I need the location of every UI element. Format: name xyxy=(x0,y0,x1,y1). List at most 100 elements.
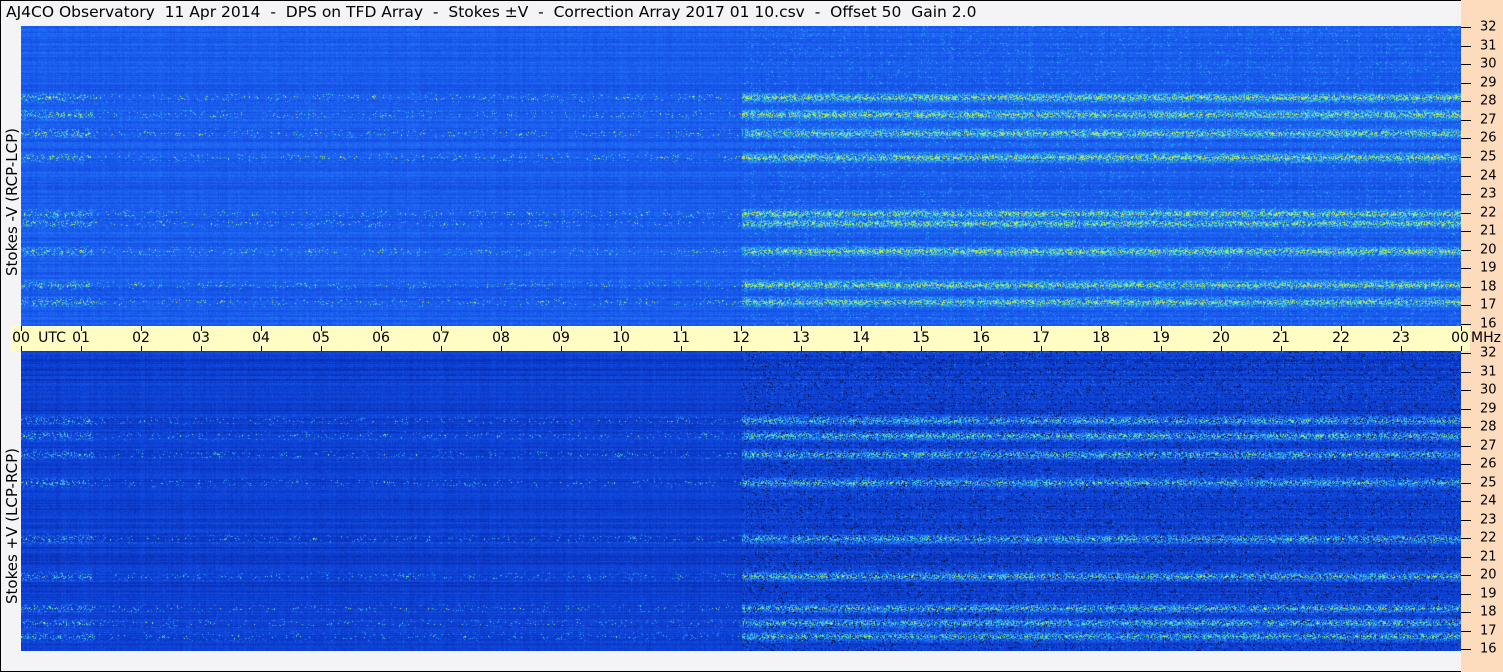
freq-tick-label: 25 xyxy=(1480,475,1497,490)
time-tick xyxy=(1281,346,1282,351)
chart-title: AJ4CO Observatory 11 Apr 2014 - DPS on T… xyxy=(6,3,977,21)
time-axis-band xyxy=(11,326,1470,351)
spectrogram-stokes-plus-v xyxy=(21,351,1461,651)
time-tick-label: 03 xyxy=(192,330,210,346)
freq-tick xyxy=(1461,593,1471,595)
time-tick xyxy=(741,346,742,351)
time-tick xyxy=(381,346,382,351)
time-tick xyxy=(441,326,442,331)
freq-tick-label: 26 xyxy=(1480,130,1497,146)
time-tick xyxy=(501,326,502,331)
time-tick xyxy=(981,346,982,351)
freq-tick xyxy=(1461,45,1471,47)
time-tick xyxy=(501,346,502,351)
time-tick xyxy=(201,346,202,351)
freq-tick xyxy=(1461,538,1471,539)
spectrogram-canvas-bottom xyxy=(21,351,1461,651)
freq-tick-label: 19 xyxy=(1480,260,1497,276)
freq-tick-label: 16 xyxy=(1480,316,1497,332)
time-tick xyxy=(681,346,682,351)
time-tick-label: 09 xyxy=(552,330,570,346)
time-tick xyxy=(1221,326,1222,331)
time-tick xyxy=(1401,326,1402,331)
freq-tick-label: 18 xyxy=(1480,604,1497,620)
time-tick xyxy=(261,346,262,351)
time-tick xyxy=(81,346,82,351)
time-tick xyxy=(621,346,622,351)
time-tick-label: 23 xyxy=(1392,330,1410,346)
time-tick-label: 12 xyxy=(732,330,750,346)
time-tick-label: 13 xyxy=(792,330,810,346)
freq-tick xyxy=(1461,138,1471,140)
freq-tick-label: 18 xyxy=(1480,279,1497,295)
time-tick-label: 07 xyxy=(432,330,450,346)
freq-tick xyxy=(1461,286,1471,288)
freq-tick xyxy=(1461,427,1471,428)
freq-tick-label: 20 xyxy=(1480,242,1497,258)
spectrogram-stokes-minus-v xyxy=(21,26,1461,326)
freq-tick-label: 28 xyxy=(1480,419,1497,435)
freq-tick xyxy=(1461,82,1471,84)
freq-tick-label: 27 xyxy=(1480,438,1497,453)
time-tick xyxy=(1281,326,1282,331)
freq-tick-label: 32 xyxy=(1480,19,1497,35)
time-tick-label: 15 xyxy=(912,330,930,346)
time-tick xyxy=(441,346,442,351)
freq-tick xyxy=(1461,408,1471,410)
time-tick xyxy=(321,326,322,331)
time-tick xyxy=(1161,326,1162,331)
y-axis-label-bottom: Stokes +V (LCP-RCP) xyxy=(3,448,21,604)
freq-tick-label: 29 xyxy=(1480,75,1497,91)
time-tick xyxy=(741,326,742,331)
time-tick xyxy=(1401,346,1402,351)
time-tick-label: 18 xyxy=(1092,330,1110,346)
time-tick xyxy=(1041,346,1042,351)
freq-tick-label: 24 xyxy=(1480,168,1497,183)
freq-tick xyxy=(1461,119,1471,121)
time-tick-label: 05 xyxy=(312,330,330,346)
time-tick-label: 17 xyxy=(1032,330,1050,346)
freq-tick xyxy=(1461,445,1471,447)
freq-tick-label: 23 xyxy=(1480,512,1497,527)
freq-tick-label: 22 xyxy=(1480,205,1497,221)
freq-tick xyxy=(1461,371,1471,373)
freq-tick-label: 16 xyxy=(1480,641,1497,657)
freq-tick xyxy=(1461,101,1471,103)
freq-tick xyxy=(1461,612,1471,613)
freq-tick xyxy=(1461,231,1471,233)
time-tick-label: 04 xyxy=(252,330,270,346)
freq-tick-label: 30 xyxy=(1480,56,1497,72)
freq-tick xyxy=(1461,175,1471,177)
time-tick xyxy=(21,326,22,331)
time-tick xyxy=(861,326,862,331)
freq-tick-label: 20 xyxy=(1480,567,1497,583)
freq-tick-label: 21 xyxy=(1480,549,1497,564)
freq-tick xyxy=(1461,519,1471,521)
time-tick xyxy=(141,346,142,351)
freq-tick xyxy=(1461,212,1471,214)
freq-tick-label: 31 xyxy=(1480,364,1497,379)
freq-unit-label: MHz xyxy=(1471,330,1501,346)
time-tick xyxy=(1041,326,1042,331)
time-tick-label: 11 xyxy=(672,330,690,346)
time-tick xyxy=(921,346,922,351)
freq-tick-label: 32 xyxy=(1480,345,1497,361)
time-tick-label: 20 xyxy=(1212,330,1230,346)
freq-tick xyxy=(1461,156,1471,158)
time-tick xyxy=(81,326,82,331)
freq-tick-label: 26 xyxy=(1480,456,1497,472)
time-tick-label: 19 xyxy=(1152,330,1170,346)
time-tick xyxy=(561,326,562,331)
y-axis-label-top: Stokes -V (RCP-LCP) xyxy=(3,128,21,276)
time-tick xyxy=(1221,346,1222,351)
time-tick xyxy=(21,346,22,351)
freq-tick-label: 23 xyxy=(1480,186,1497,202)
time-tick xyxy=(981,326,982,331)
time-tick xyxy=(801,346,802,351)
freq-tick-label: 21 xyxy=(1480,223,1497,239)
time-tick xyxy=(921,326,922,331)
freq-tick-label: 24 xyxy=(1480,493,1497,509)
time-tick-label: 01 xyxy=(72,330,90,346)
freq-tick xyxy=(1461,482,1471,484)
time-tick-label: 08 xyxy=(492,330,510,346)
